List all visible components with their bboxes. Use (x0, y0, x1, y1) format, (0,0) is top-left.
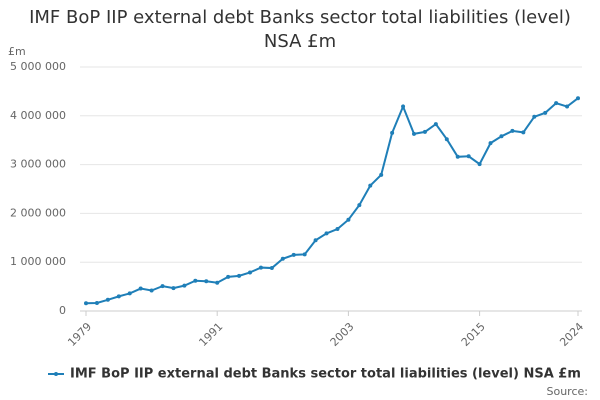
y-tick-label: 0 (59, 304, 66, 317)
point (182, 283, 187, 288)
y-tick-label: 3 000 000 (10, 158, 66, 171)
point (324, 231, 329, 236)
point (160, 284, 165, 289)
point (94, 300, 99, 305)
source: Source: (547, 385, 589, 398)
point (521, 130, 526, 135)
point (302, 252, 307, 257)
point (576, 96, 580, 101)
y-axis-label: £m (8, 45, 26, 58)
y-tick-label: 2 000 000 (10, 206, 66, 219)
point (488, 141, 493, 146)
point (455, 154, 460, 159)
point (116, 294, 121, 299)
point (357, 203, 362, 208)
point (291, 252, 296, 257)
point (412, 131, 416, 136)
point (193, 278, 198, 283)
point (433, 122, 438, 127)
y-tick-label: 4 000 000 (10, 109, 66, 122)
point (105, 297, 110, 302)
point (248, 270, 252, 275)
point (149, 288, 154, 293)
point (510, 128, 515, 133)
x-tick-label: 2015 (459, 320, 488, 349)
series-line (85, 97, 579, 305)
point (226, 274, 231, 279)
y-tick-label: 5 000 000 (10, 60, 66, 73)
point (466, 154, 471, 159)
x-tick-label: 1991 (196, 320, 225, 349)
y-tick-label: 1 000 000 (10, 255, 66, 268)
point (313, 238, 318, 243)
point (204, 279, 209, 284)
x-tick-label: 2003 (328, 320, 357, 349)
point (215, 280, 220, 285)
point (379, 172, 384, 177)
point (127, 291, 132, 296)
point (138, 286, 143, 291)
point (171, 286, 176, 291)
chart-title: IMF BoP IIP external debt Banks sector t… (29, 7, 571, 52)
point (84, 301, 88, 306)
point (477, 162, 482, 167)
point (401, 104, 406, 109)
point (368, 183, 373, 188)
x-tick-label: 1979 (65, 320, 94, 349)
point (543, 110, 548, 115)
point (346, 217, 351, 222)
x-tick-label: 2024 (557, 320, 586, 349)
point (269, 266, 274, 271)
legend-label: IMF BoP IIP external debt Banks sector t… (70, 367, 581, 382)
point (444, 137, 449, 142)
point (280, 256, 285, 261)
point (532, 114, 537, 119)
point (422, 129, 427, 134)
point (565, 104, 570, 109)
point (499, 134, 504, 139)
point (554, 101, 559, 106)
point (390, 130, 395, 135)
point (258, 265, 263, 270)
point (335, 227, 340, 232)
legend-swatch-dot (54, 372, 58, 376)
point (237, 273, 242, 278)
